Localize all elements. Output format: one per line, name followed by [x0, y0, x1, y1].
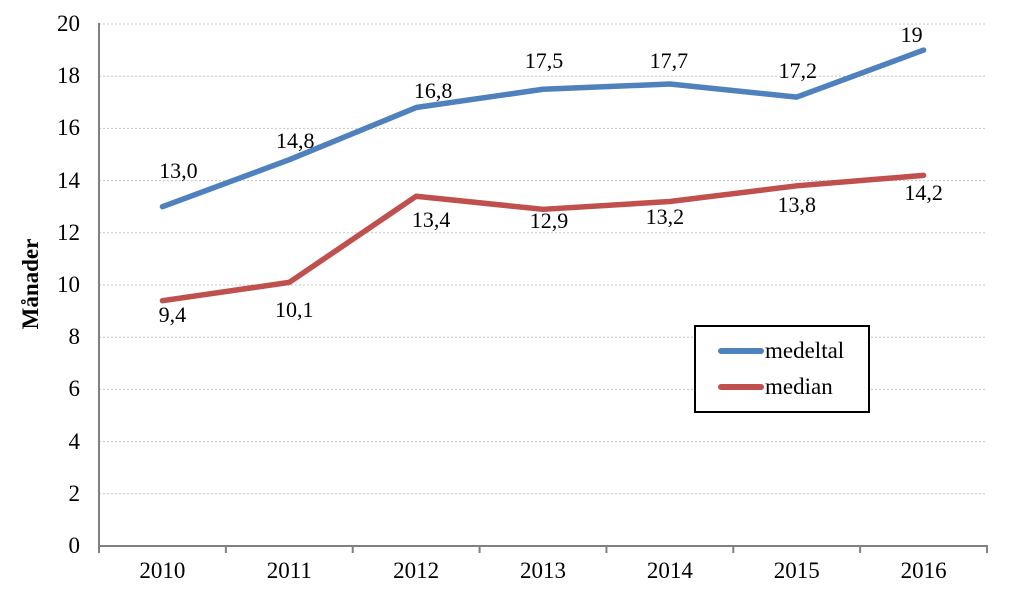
- x-tick-label-2014: 2014: [646, 558, 693, 583]
- data-label-median-2011: 10,1: [275, 297, 314, 323]
- y-axis-title: Månader: [18, 238, 43, 330]
- medeltal-line: [159, 47, 927, 210]
- data-label-median-2015: 13,8: [777, 191, 816, 217]
- x-tick-label-2010: 2010: [139, 558, 186, 583]
- median-line: [159, 172, 927, 304]
- legend-item-median: median: [718, 374, 868, 400]
- data-label-medeltal-2014: 17,7: [649, 48, 689, 74]
- x-tick-label-2015: 2015: [773, 558, 820, 583]
- data-label-medeltal-2013: 17,5: [524, 48, 564, 74]
- data-label-median-2012: 13,4: [411, 207, 451, 233]
- data-label-median-2010: 9,4: [158, 301, 187, 327]
- y-tick-label-2: 2: [68, 480, 81, 506]
- legend-label-median: median: [765, 374, 833, 400]
- data-label-medeltal-2012: 16,8: [413, 77, 453, 103]
- data-label-medeltal-2010: 13,0: [159, 157, 198, 183]
- data-label-medeltal-2011: 14,8: [276, 127, 315, 153]
- y-tick-label-18: 18: [57, 63, 80, 89]
- x-tick-label-2011: 2011: [266, 558, 312, 583]
- y-tick-label-12: 12: [57, 219, 80, 245]
- data-label-median-2013: 12,9: [529, 208, 569, 234]
- legend-item-medeltal: medeltal: [718, 338, 868, 364]
- x-tick-label-2013: 2013: [520, 558, 566, 583]
- medeltal-line-swatch: [718, 347, 764, 354]
- y-tick-label-0: 0: [68, 533, 81, 558]
- y-tick-label-8: 8: [68, 324, 81, 350]
- y-tick-label-4: 4: [68, 428, 81, 454]
- data-label-medeltal-2015: 17,2: [778, 58, 817, 84]
- y-tick-label-14: 14: [57, 167, 80, 193]
- data-label-median-2014: 13,2: [645, 204, 685, 230]
- y-tick-label-16: 16: [57, 115, 80, 141]
- x-tick-label-2016: 2016: [900, 558, 947, 583]
- y-tick-label-6: 6: [68, 376, 81, 402]
- data-label-median-2016: 14,2: [904, 180, 943, 206]
- x-tick-label-2012: 2012: [393, 558, 440, 583]
- y-tick-label-20: 20: [57, 11, 80, 36]
- data-label-medeltal-2016: 19: [900, 22, 923, 48]
- y-tick-label-10: 10: [57, 272, 80, 297]
- legend: medeltal median: [694, 325, 870, 413]
- median-line-swatch: [718, 384, 764, 391]
- legend-label-medeltal: medeltal: [765, 337, 845, 363]
